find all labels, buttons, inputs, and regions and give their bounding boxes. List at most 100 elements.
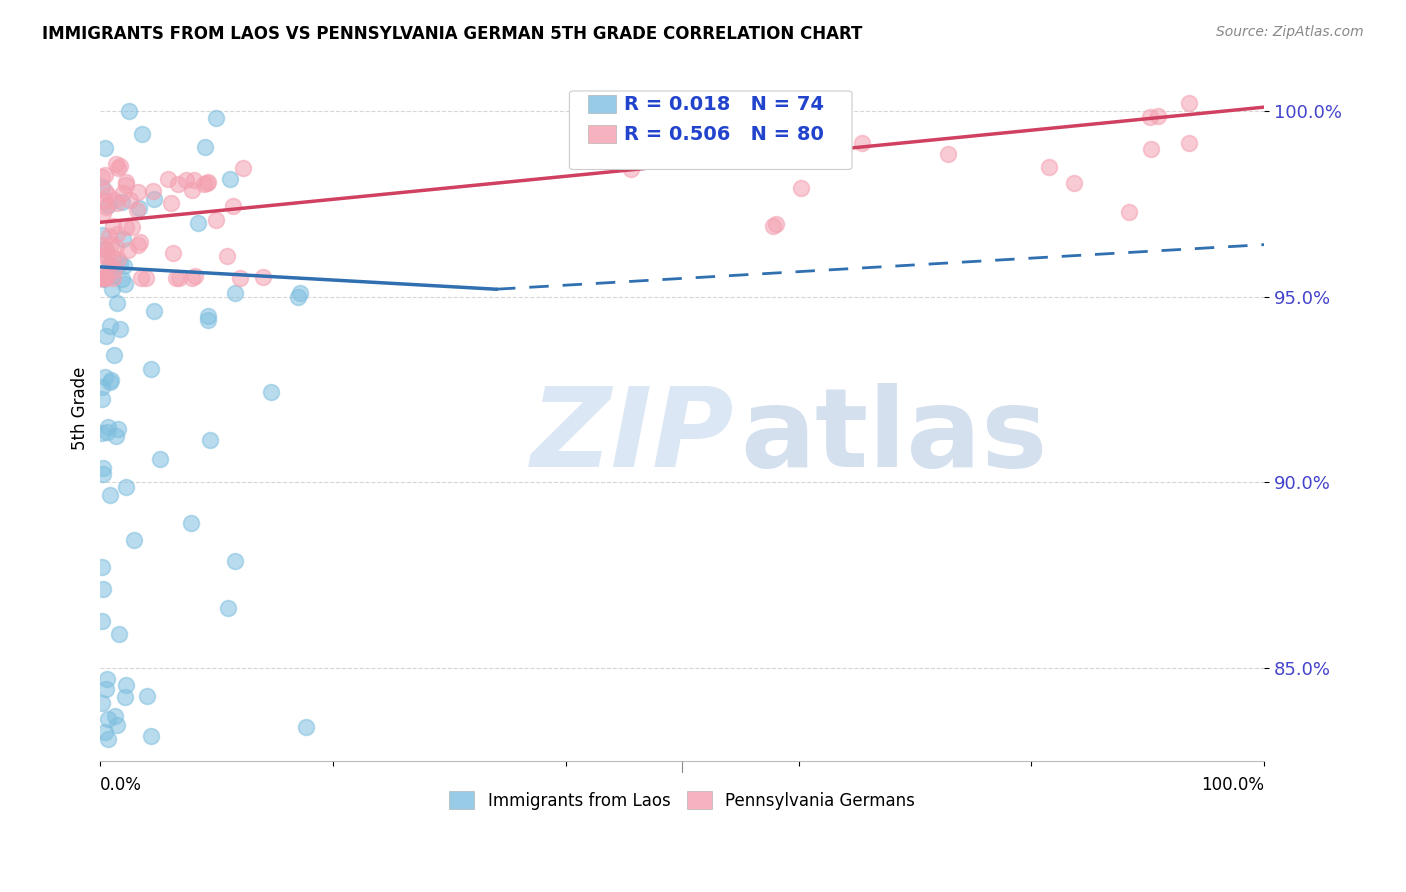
Point <box>90 179 112 194</box>
Point <box>91 425 114 440</box>
Point <box>101 251 124 265</box>
Point <box>128 201 150 215</box>
Point <box>108 321 131 335</box>
Point <box>90 380 112 394</box>
Point <box>98 319 121 334</box>
Point <box>142 304 165 318</box>
Point <box>193 177 215 191</box>
Point <box>93 194 115 208</box>
Point <box>1177 136 1199 150</box>
Point <box>97 228 120 243</box>
Point <box>104 156 127 170</box>
Point <box>197 175 219 189</box>
Point <box>288 285 311 300</box>
Point <box>90 696 112 710</box>
Point <box>94 725 117 739</box>
Point <box>111 186 134 200</box>
Point <box>222 199 245 213</box>
Point <box>184 268 207 283</box>
Point <box>91 248 114 262</box>
Point <box>90 271 112 285</box>
Point <box>94 168 117 182</box>
Point <box>205 213 228 227</box>
Point <box>1118 204 1140 219</box>
Point <box>127 203 149 218</box>
Point <box>115 178 138 192</box>
Text: ZIP: ZIP <box>531 383 734 490</box>
Point <box>232 161 254 176</box>
Point <box>131 127 153 141</box>
Point <box>180 516 202 530</box>
Point <box>91 271 114 285</box>
Point <box>94 243 117 257</box>
Point <box>97 712 120 726</box>
Text: R = 0.018   N = 74: R = 0.018 N = 74 <box>624 95 824 114</box>
Point <box>157 172 180 186</box>
Text: IMMIGRANTS FROM LAOS VS PENNSYLVANIA GERMAN 5TH GRADE CORRELATION CHART: IMMIGRANTS FROM LAOS VS PENNSYLVANIA GER… <box>42 25 862 43</box>
Point <box>139 729 162 743</box>
Point <box>620 161 643 176</box>
Point <box>97 419 120 434</box>
Point <box>96 425 118 439</box>
Point <box>142 184 165 198</box>
Point <box>260 385 283 400</box>
Point <box>1139 110 1161 124</box>
Point <box>111 272 134 286</box>
Point <box>91 227 114 242</box>
Point <box>105 195 128 210</box>
Point <box>252 269 274 284</box>
Point <box>122 533 145 547</box>
Point <box>110 160 132 174</box>
Point <box>100 268 122 283</box>
Point <box>194 140 217 154</box>
Point <box>101 219 124 234</box>
Text: atlas: atlas <box>741 383 1047 490</box>
Point <box>801 108 824 122</box>
Point <box>107 252 129 266</box>
Point <box>1139 142 1161 156</box>
Point <box>1038 160 1060 174</box>
Point <box>112 232 135 246</box>
Point <box>160 196 183 211</box>
Point <box>128 235 150 249</box>
Point <box>110 255 132 269</box>
Point <box>180 271 202 285</box>
Point <box>121 219 143 234</box>
Y-axis label: 5th Grade: 5th Grade <box>72 367 89 450</box>
Point <box>103 271 125 285</box>
Point <box>180 183 202 197</box>
Point <box>107 161 129 175</box>
Point <box>98 376 121 390</box>
Point <box>98 259 121 273</box>
Point <box>118 104 141 119</box>
Point <box>91 461 114 475</box>
Point <box>936 147 959 161</box>
Point <box>224 554 246 568</box>
Point <box>765 217 787 231</box>
Point <box>96 673 118 687</box>
Point <box>107 422 129 436</box>
Point <box>114 690 136 704</box>
Point <box>217 600 239 615</box>
Point <box>93 271 115 285</box>
Point <box>295 720 318 734</box>
Point <box>94 184 117 198</box>
Point <box>1063 176 1085 190</box>
Point <box>127 238 149 252</box>
Point <box>98 488 121 502</box>
Point <box>90 615 112 629</box>
Point <box>219 171 242 186</box>
Point <box>98 258 121 272</box>
Point <box>90 559 112 574</box>
Point <box>100 237 122 252</box>
Point <box>100 260 122 274</box>
Point <box>176 173 198 187</box>
Point <box>97 732 120 747</box>
Point <box>94 271 117 285</box>
Point <box>198 434 221 448</box>
Point <box>97 198 120 212</box>
Point <box>197 309 219 323</box>
Point <box>94 370 117 384</box>
Legend: Immigrants from Laos, Pennsylvania Germans: Immigrants from Laos, Pennsylvania Germa… <box>443 785 922 816</box>
Point <box>115 219 138 234</box>
